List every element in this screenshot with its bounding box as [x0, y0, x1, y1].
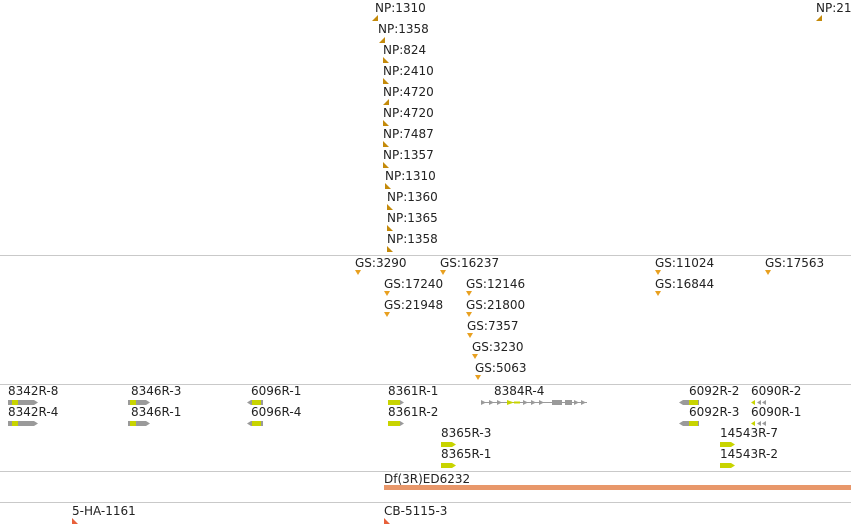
feature-label: 8342R-4: [8, 405, 59, 419]
insertion-marker: [384, 518, 390, 524]
feature-label: 5-HA-1161: [72, 504, 136, 518]
strand-plus-marker: [383, 120, 389, 126]
feature-label: 6090R-1: [751, 405, 802, 419]
feature-label: Df(3R)ED6232: [384, 472, 471, 486]
transcript-model: [481, 400, 587, 405]
transcript-model: [8, 400, 38, 405]
feature-label: 8346R-1: [131, 405, 182, 419]
strand-plus-marker: [387, 246, 393, 252]
gs-marker: [384, 312, 390, 317]
feature-label: NP:1358: [387, 232, 438, 246]
feature-label: NP:824: [383, 43, 427, 57]
feature-label: 6092R-3: [689, 405, 740, 419]
strand-plus-marker: [383, 162, 389, 168]
transcript-model: [679, 421, 699, 426]
gs-marker: [466, 312, 472, 317]
strand-minus-marker: [816, 15, 822, 21]
feature-label: NP:1360: [387, 190, 438, 204]
transcript-model: [128, 421, 150, 426]
feature-label: 8365R-3: [441, 426, 492, 440]
feature-label: NP:1365: [387, 211, 438, 225]
transcript-model: [388, 421, 404, 426]
strand-plus-marker: [383, 141, 389, 147]
feature-label: 8342R-8: [8, 384, 59, 398]
gs-marker: [467, 333, 473, 338]
transcript-model: [720, 442, 735, 447]
transcript-model: [679, 400, 699, 405]
gs-marker: [475, 375, 481, 380]
transcript-model: [247, 400, 263, 405]
transcript-model: [441, 442, 456, 447]
strand-plus-marker: [387, 225, 393, 231]
feature-label: 8361R-2: [388, 405, 439, 419]
gs-marker: [765, 270, 771, 275]
strand-minus-marker: [379, 37, 385, 43]
transcript-model: [441, 463, 456, 468]
feature-label: 8346R-3: [131, 384, 182, 398]
feature-label: GS:16844: [655, 277, 715, 291]
feature-label: CB-5115-3: [384, 504, 448, 518]
gs-marker: [384, 291, 390, 296]
gs-marker: [472, 354, 478, 359]
feature-label: GS:21948: [384, 298, 444, 312]
feature-label: 14543R-7: [720, 426, 778, 440]
transcript-model: [751, 421, 766, 426]
feature-label: 8365R-1: [441, 447, 492, 461]
transcript-model: [247, 421, 263, 426]
feature-label: 8384R-4: [494, 384, 545, 398]
feature-label: 6096R-4: [251, 405, 302, 419]
deficiency-bar: [384, 485, 851, 490]
gs-marker: [466, 291, 472, 296]
feature-label: NP:21: [816, 1, 851, 15]
feature-label: GS:12146: [466, 277, 526, 291]
gs-marker: [355, 270, 361, 275]
strand-plus-marker: [387, 204, 393, 210]
feature-label: GS:17240: [384, 277, 444, 291]
gs-marker: [440, 270, 446, 275]
feature-label: NP:4720: [383, 106, 434, 120]
feature-label: GS:21800: [466, 298, 526, 312]
strand-minus-marker: [383, 99, 389, 105]
feature-label: GS:5063: [475, 361, 527, 375]
track-separator: [0, 471, 851, 472]
feature-label: 6092R-2: [689, 384, 740, 398]
insertion-marker: [72, 518, 78, 524]
feature-label: NP:1310: [375, 1, 426, 15]
feature-label: 6090R-2: [751, 384, 802, 398]
feature-label: GS:3230: [472, 340, 524, 354]
feature-label: 8361R-1: [388, 384, 439, 398]
strand-plus-marker: [383, 78, 389, 84]
strand-plus-marker: [383, 57, 389, 63]
gs-marker: [655, 270, 661, 275]
feature-label: GS:16237: [440, 256, 500, 270]
track-separator: [0, 255, 851, 256]
gs-marker: [655, 291, 661, 296]
feature-label: GS:11024: [655, 256, 715, 270]
feature-label: NP:2410: [383, 64, 434, 78]
track-separator: [0, 502, 851, 503]
strand-plus-marker: [385, 183, 391, 189]
transcript-model: [128, 400, 150, 405]
feature-label: 6096R-1: [251, 384, 302, 398]
feature-label: GS:7357: [467, 319, 519, 333]
transcript-model: [720, 463, 735, 468]
feature-label: NP:4720: [383, 85, 434, 99]
feature-label: NP:1310: [385, 169, 436, 183]
feature-label: NP:1358: [378, 22, 429, 36]
feature-label: GS:17563: [765, 256, 825, 270]
feature-label: GS:3290: [355, 256, 407, 270]
transcript-model: [8, 421, 38, 426]
transcript-model: [388, 400, 404, 405]
feature-label: 14543R-2: [720, 447, 778, 461]
feature-label: NP:1357: [383, 148, 434, 162]
strand-minus-marker: [372, 15, 378, 21]
feature-label: NP:7487: [383, 127, 434, 141]
track-separator: [0, 384, 851, 385]
transcript-model: [751, 400, 766, 405]
